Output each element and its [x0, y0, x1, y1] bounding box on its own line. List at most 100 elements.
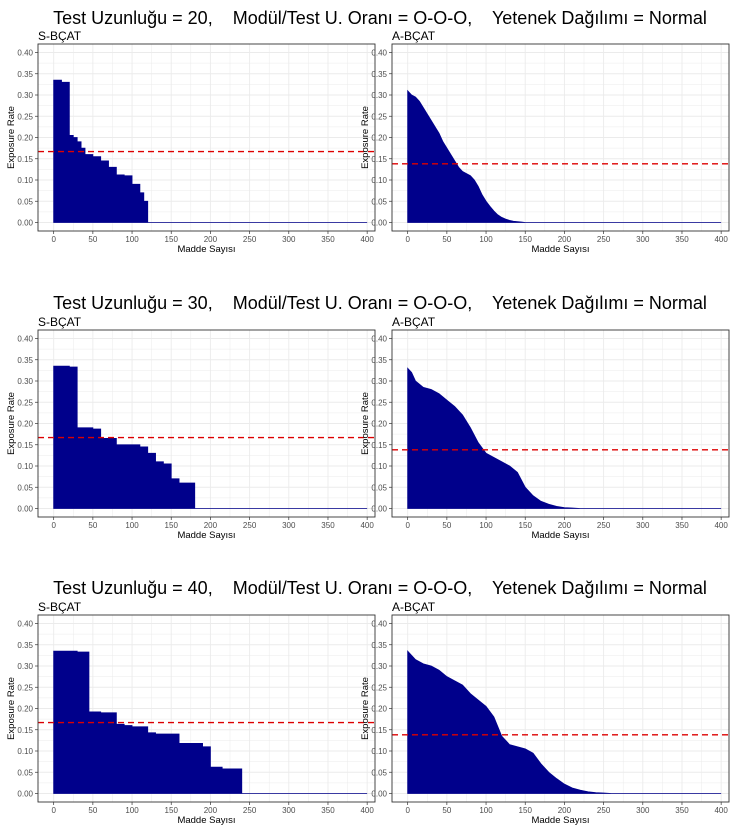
x-tick-label: 250: [243, 235, 257, 244]
y-tick-label: 0.30: [17, 91, 33, 100]
panel-title: S-BÇAT: [38, 29, 82, 43]
exposure-area-series-1: [53, 650, 368, 794]
x-tick-label: 300: [636, 806, 650, 815]
y-tick-label: 0.35: [371, 356, 387, 365]
x-tick-label: 200: [204, 521, 218, 530]
x-tick-label: 50: [88, 521, 97, 530]
x-tick-label: 300: [282, 521, 296, 530]
x-tick-label: 50: [88, 235, 97, 244]
x-tick-label: 400: [360, 806, 374, 815]
x-tick-label: 50: [442, 521, 451, 530]
exposure-area-series-1: [407, 89, 722, 223]
y-axis-label: Exposure Rate: [360, 677, 371, 740]
x-tick-label: 100: [479, 521, 493, 530]
y-tick-label: 0.00: [17, 219, 33, 228]
x-axis-label: Madde Sayısı: [531, 530, 589, 541]
x-tick-label: 300: [282, 235, 296, 244]
y-tick-label: 0.15: [371, 155, 387, 164]
y-tick-label: 0.25: [17, 398, 33, 407]
x-tick-label: 100: [125, 806, 139, 815]
exposure-area-series-1: [53, 79, 368, 223]
x-axis-label: Madde Sayısı: [177, 244, 235, 255]
exposure-area-series-1: [407, 367, 722, 509]
y-tick-label: 0.35: [371, 70, 387, 79]
x-tick-label: 300: [282, 806, 296, 815]
x-tick-label: 250: [597, 521, 611, 530]
x-axis-label: Madde Sayısı: [177, 815, 235, 826]
row-title-3: Test Uzunluğu = 40, Modül/Test U. Oranı …: [53, 578, 707, 598]
x-axis-label: Madde Sayısı: [531, 815, 589, 826]
x-tick-label: 200: [204, 235, 218, 244]
y-tick-label: 0.25: [371, 112, 387, 121]
y-tick-label: 0.35: [371, 641, 387, 650]
x-tick-label: 300: [636, 235, 650, 244]
y-tick-label: 0.40: [17, 620, 33, 629]
y-tick-label: 0.10: [371, 747, 387, 756]
x-tick-label: 100: [125, 235, 139, 244]
x-tick-label: 400: [714, 235, 728, 244]
x-tick-label: 150: [165, 806, 179, 815]
panel-title: A-BÇAT: [392, 29, 436, 43]
x-tick-label: 200: [558, 806, 572, 815]
y-tick-label: 0.20: [371, 420, 387, 429]
y-tick-label: 0.10: [17, 747, 33, 756]
y-tick-label: 0.40: [371, 335, 387, 344]
y-tick-label: 0.25: [371, 398, 387, 407]
y-axis-label: Exposure Rate: [360, 392, 371, 455]
x-tick-label: 100: [479, 235, 493, 244]
y-tick-label: 0.20: [371, 134, 387, 143]
y-tick-label: 0.00: [371, 505, 387, 514]
x-tick-label: 50: [442, 806, 451, 815]
y-tick-label: 0.15: [17, 155, 33, 164]
chart-panel-3: 0 50 100 150 200 250 300 350 400 0.00 0.05 0.10 0.15…: [6, 315, 376, 541]
x-tick-label: 400: [360, 521, 374, 530]
y-tick-label: 0.05: [17, 768, 33, 777]
x-tick-label: 0: [51, 235, 56, 244]
y-tick-label: 0.05: [371, 483, 387, 492]
chart-panel-4: 0 50 100 150 200 250 300 350 400 0.00 0.05 0.10 0.15…: [360, 315, 730, 541]
chart-panel-2: 0 50 100 150 200 250 300 350 400 0.00 0.05 0.10 0.15…: [360, 29, 730, 255]
row-title-1: Test Uzunluğu = 20, Modül/Test U. Oranı …: [53, 8, 707, 28]
x-tick-label: 250: [597, 235, 611, 244]
x-tick-label: 50: [442, 235, 451, 244]
y-tick-label: 0.25: [17, 683, 33, 692]
y-tick-label: 0.20: [17, 420, 33, 429]
x-tick-label: 100: [125, 521, 139, 530]
y-tick-label: 0.15: [371, 441, 387, 450]
y-tick-label: 0.35: [17, 641, 33, 650]
x-axis-label: Madde Sayısı: [531, 244, 589, 255]
panel-title: S-BÇAT: [38, 600, 82, 614]
panel-title: A-BÇAT: [392, 315, 436, 329]
y-tick-label: 0.15: [17, 441, 33, 450]
y-tick-label: 0.20: [371, 705, 387, 714]
x-tick-label: 150: [165, 521, 179, 530]
x-tick-label: 0: [51, 806, 56, 815]
x-tick-label: 350: [321, 235, 335, 244]
y-tick-label: 0.25: [17, 112, 33, 121]
x-tick-label: 350: [321, 806, 335, 815]
x-tick-label: 200: [558, 521, 572, 530]
panel-title: S-BÇAT: [38, 315, 82, 329]
y-tick-label: 0.40: [17, 49, 33, 58]
y-tick-label: 0.05: [371, 197, 387, 206]
x-tick-label: 150: [519, 806, 533, 815]
y-tick-label: 0.10: [371, 462, 387, 471]
y-axis-label: Exposure Rate: [6, 392, 17, 455]
y-axis-label: Exposure Rate: [6, 677, 17, 740]
y-tick-label: 0.30: [17, 377, 33, 386]
x-tick-label: 300: [636, 521, 650, 530]
y-tick-label: 0.00: [17, 505, 33, 514]
y-tick-label: 0.30: [371, 91, 387, 100]
x-tick-label: 400: [714, 806, 728, 815]
panel-title: A-BÇAT: [392, 600, 436, 614]
y-tick-label: 0.20: [17, 705, 33, 714]
row-title-2: Test Uzunluğu = 30, Modül/Test U. Oranı …: [53, 293, 707, 313]
y-tick-label: 0.40: [371, 620, 387, 629]
y-tick-label: 0.35: [17, 70, 33, 79]
x-tick-label: 200: [558, 235, 572, 244]
exposure-area-series-1: [53, 365, 368, 509]
x-tick-label: 250: [597, 806, 611, 815]
x-tick-label: 0: [405, 806, 410, 815]
x-tick-label: 0: [51, 521, 56, 530]
y-tick-label: 0.30: [17, 662, 33, 671]
